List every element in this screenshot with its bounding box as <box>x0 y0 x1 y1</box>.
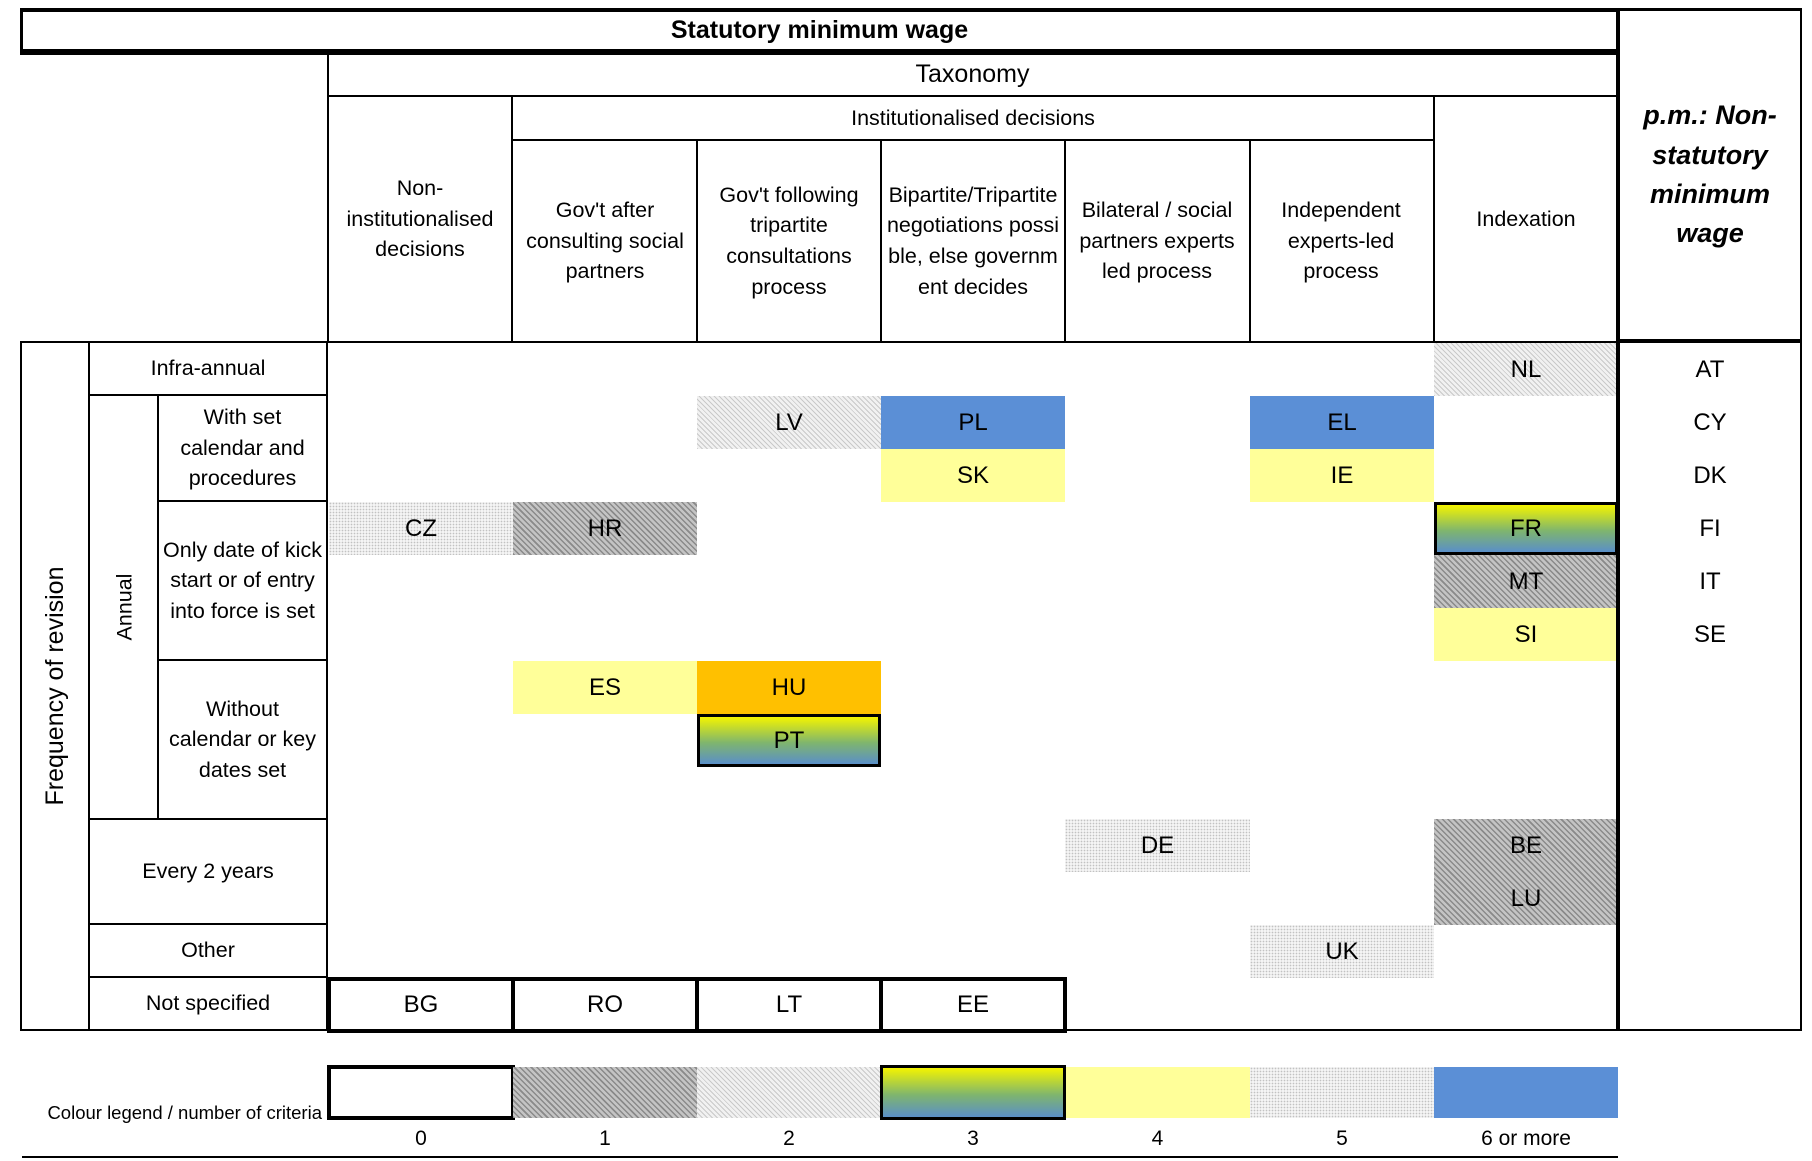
col-header-2: Gov't following tripartite consultations… <box>719 182 859 299</box>
cell-SI: SI <box>1434 608 1618 661</box>
col-header-4: Bilateral / social partners experts led … <box>1079 198 1235 284</box>
cell-BE: BE <box>1509 831 1542 859</box>
nonstat-country: CY <box>1693 408 1727 436</box>
legend-value-1: 1 <box>599 1127 611 1150</box>
legend-value-2: 2 <box>783 1127 795 1150</box>
col-header-0: Non-institutionalised decisions <box>346 176 494 262</box>
cell-UK: UK <box>1250 925 1434 978</box>
cell-BG: BG <box>327 977 515 1033</box>
cell-HR: HR <box>513 502 697 555</box>
cell-ES: ES <box>513 661 697 714</box>
cell-HU: HU <box>697 661 881 714</box>
cell-NL: NL <box>1434 343 1618 396</box>
non-statutory-header: p.m.: Non-statutory minimum wage <box>1643 100 1777 249</box>
cell-DE: DE <box>1065 819 1250 872</box>
institutionalised-label: Institutionalised decisions <box>851 105 1095 130</box>
col-header-5: Independent experts-led process <box>1281 198 1401 284</box>
page-title: Statutory minimum wage <box>670 15 969 44</box>
nonstat-country: FI <box>1699 514 1721 542</box>
legend-value-0: 0 <box>415 1127 427 1150</box>
cell-BE-LU: BE LU <box>1434 819 1618 925</box>
cell-LU: LU <box>1510 884 1542 912</box>
cell-PL: PL <box>881 396 1065 449</box>
cell-EE: EE <box>879 977 1067 1033</box>
nonstat-country: SE <box>1693 620 1726 648</box>
cell-MT: MT <box>1434 555 1618 608</box>
cell-PT: PT <box>697 714 881 767</box>
legend-swatch-1 <box>513 1067 697 1118</box>
nonstat-country: IT <box>1699 567 1721 595</box>
legend-value-5: 5 <box>1336 1127 1348 1150</box>
row-every-2-years: Every 2 years <box>142 859 274 884</box>
legend-value-4: 4 <box>1151 1127 1164 1150</box>
cell-LV: LV <box>697 396 881 449</box>
cell-SK: SK <box>881 449 1065 502</box>
row-other: Other <box>181 938 235 963</box>
row-not-specified: Not specified <box>145 991 271 1016</box>
legend-bottom-rule <box>22 1156 1618 1158</box>
cell-FR: FR <box>1434 502 1618 555</box>
cell-EL: EL <box>1250 396 1434 449</box>
taxonomy-label: Taxonomy <box>915 60 1030 89</box>
legend-swatch-4 <box>1066 1067 1250 1118</box>
row-without-calendar: Without calendar or key dates set <box>169 696 316 782</box>
frequency-label: Frequency of revision <box>40 566 69 806</box>
col-header-6: Indexation <box>1476 206 1576 231</box>
cell-CZ: CZ <box>329 502 513 555</box>
legend-label: Colour legend / number of criteria <box>47 1101 322 1123</box>
col-header-3: Bipartite/Tripartite negotiations possib… <box>886 182 1060 299</box>
legend-swatch-3 <box>880 1065 1066 1120</box>
row-infra-annual: Infra-annual <box>150 356 266 381</box>
nonstat-country: DK <box>1693 461 1727 489</box>
nonstat-country: AT <box>1695 355 1725 383</box>
annual-label: Annual <box>112 573 136 641</box>
row-only-date: Only date of kick start or of entry into… <box>163 537 322 623</box>
legend-swatch-2 <box>697 1067 881 1118</box>
legend-swatch-6 <box>1434 1067 1618 1118</box>
legend-swatch-0 <box>327 1065 515 1120</box>
legend-value-6: 6 or more <box>1481 1127 1571 1150</box>
cell-LT: LT <box>695 977 883 1033</box>
cell-RO: RO <box>511 977 699 1033</box>
col-header-1: Gov't after consulting social partners <box>526 198 684 284</box>
cell-IE: IE <box>1250 449 1434 502</box>
legend-value-3: 3 <box>967 1127 979 1150</box>
row-set-calendar: With set calendar and procedures <box>180 405 305 491</box>
legend-swatch-5 <box>1250 1067 1434 1118</box>
